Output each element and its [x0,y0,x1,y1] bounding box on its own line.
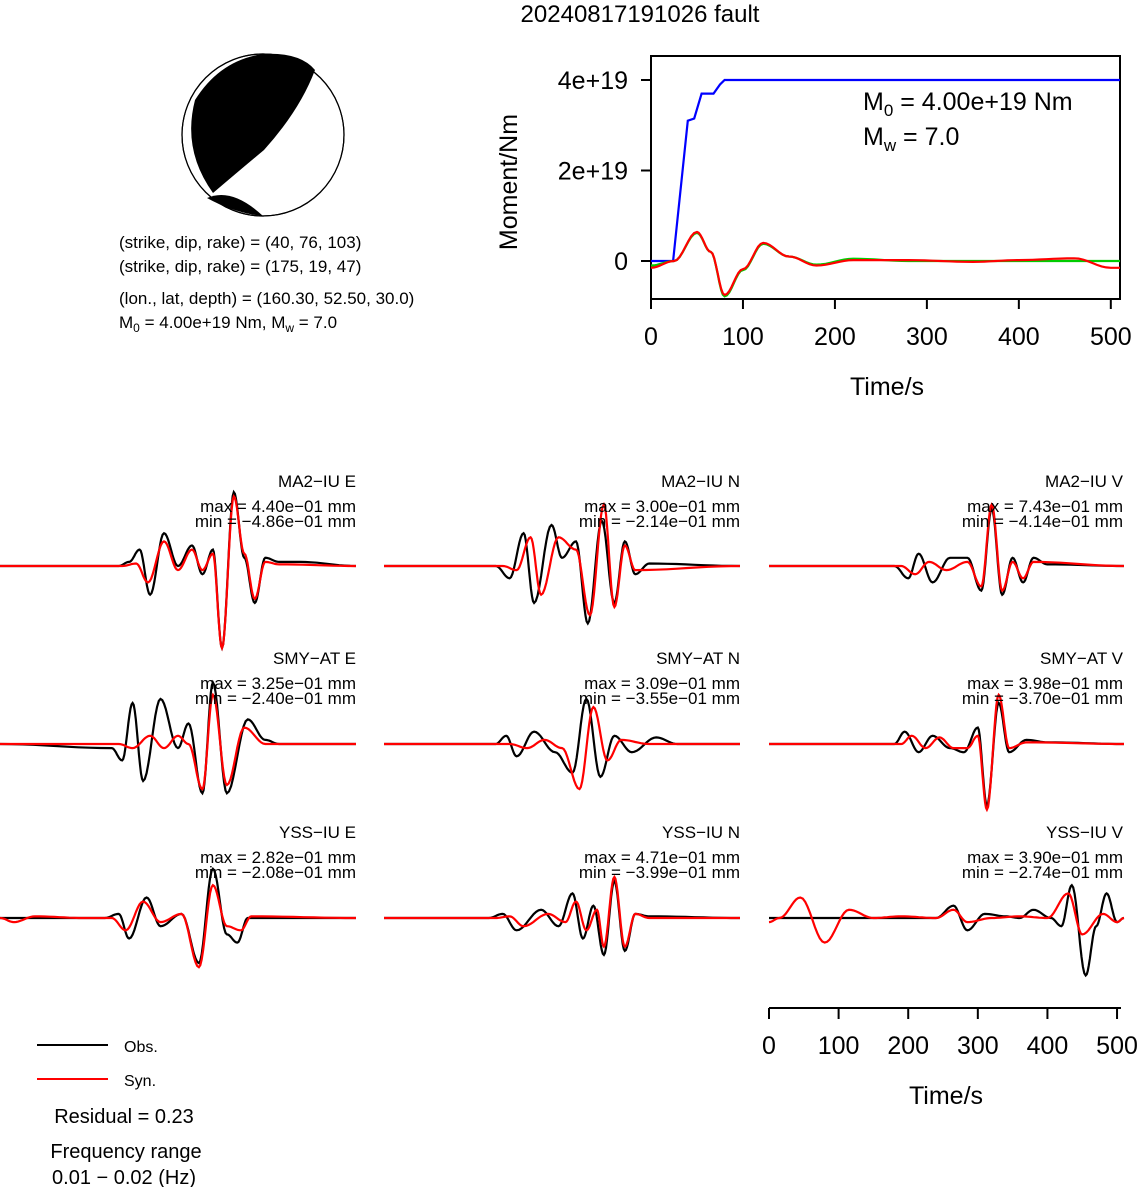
moment-xtick-label: 0 [644,323,658,351]
waveform-xlabel: Time/s [909,1082,983,1110]
moment-ytick-label: 2e+19 [558,158,628,186]
station-label: SMY−AT E [273,649,356,668]
waveform-time-axis: Time/s 0 100 200 300 400 500 [762,1007,1138,1110]
min-amplitude-label: min = −2.14e−01 mm [579,512,740,531]
synthetic-trace [0,493,356,652]
synthetic-trace [384,705,740,791]
max-amplitude-label: max = 7.43e−01 mm [967,497,1123,516]
observed-trace [769,701,1124,809]
moment-ytick-label: 4e+19 [558,67,628,95]
moment-rate-red-curve [650,230,1120,297]
waveform-xtick-label: 300 [957,1032,999,1060]
observed-trace [384,518,741,626]
legend: Obs. Syn. [37,1039,158,1090]
nodal-plane-1: (strike, dip, rake) = (40, 76, 103) [119,233,361,252]
figure-title: 20240817191026 fault [521,1,760,28]
moment-xtick-label: 100 [722,323,764,351]
beachball-compression-quadrant [191,53,315,193]
beachball-group [181,53,345,217]
waveform-xtick-label: 0 [762,1032,776,1060]
waveform-xtick-label: 200 [887,1032,929,1060]
station-label: MA2−IU E [278,472,356,491]
station-label: YSS−IU V [1046,823,1124,842]
mw-annotation: Mw = 7.0 [863,123,959,155]
min-amplitude-label: min = −3.99e−01 mm [579,863,740,882]
frequency-title: Frequency range [50,1141,201,1163]
observed-trace [384,697,740,779]
legend-obs-label: Obs. [124,1039,158,1056]
moment-curves [650,78,1120,298]
min-amplitude-label: min = −2.40e−01 mm [195,689,356,708]
moment-ytick-label: 0 [614,248,628,276]
waveform-xtick-label: 400 [1027,1032,1069,1060]
max-amplitude-label: max = 2.82e−01 mm [200,848,356,867]
min-amplitude-label: min = −4.86e−01 mm [195,512,356,531]
moment-ylabel: Moment/Nm [495,114,523,250]
max-amplitude-label: max = 3.00e−01 mm [584,497,740,516]
synthetic-trace [769,502,1125,593]
moment-panel: Moment/Nm Time/s M0 = 4.00e+19 Nm Mw = 7… [495,55,1132,401]
station-label: SMY−AT N [656,649,740,668]
max-amplitude-label: max = 4.40e−01 mm [200,497,356,516]
station-label: MA2−IU N [661,472,740,491]
synthetic-trace [384,501,741,618]
waveform-xtick-label: 500 [1096,1032,1138,1060]
max-amplitude-label: max = 3.09e−01 mm [584,674,740,693]
legend-syn-label: Syn. [124,1073,156,1090]
min-amplitude-label: min = −4.14e−01 mm [962,512,1123,531]
station-label: YSS−IU N [662,823,740,842]
min-amplitude-label: min = −2.08e−01 mm [195,863,356,882]
moment-curve [651,78,1120,263]
nodal-plane-2: (strike, dip, rake) = (175, 19, 47) [119,257,361,276]
moment-xlabel: Time/s [850,373,924,401]
moment-summary: M0 = 4.00e+19 Nm, Mw = 7.0 [119,313,337,335]
observed-trace [769,883,1125,978]
m0-annotation: M0 = 4.00e+19 Nm [863,88,1073,120]
synthetic-trace [0,692,356,791]
min-amplitude-label: min = −3.70e−01 mm [962,689,1123,708]
synthetic-trace [384,874,740,949]
moment-xtick-label: 400 [998,323,1040,351]
moment-xtick-label: 200 [814,323,856,351]
max-amplitude-label: max = 4.71e−01 mm [584,848,740,867]
frequency-range: 0.01 − 0.02 (Hz) [52,1167,196,1187]
station-label: SMY−AT V [1040,649,1124,668]
moment-xtick-label: 300 [906,323,948,351]
beachball-compression-sliver [207,194,263,216]
moment-plot-frame [650,55,1121,300]
station-label: YSS−IU E [279,823,356,842]
hypocenter-location: (lon., lat, depth) = (160.30, 52.50, 30.… [119,289,414,308]
synthetic-trace [769,692,1124,813]
min-amplitude-label: min = −2.74e−01 mm [962,863,1123,882]
waveform-xtick-label: 100 [818,1032,860,1060]
min-amplitude-label: min = −3.55e−01 mm [579,689,740,708]
max-amplitude-label: max = 3.98e−01 mm [967,674,1123,693]
moment-ticks: 0 100 200 300 400 500 0 2e+19 4e+19 [558,67,1132,351]
synthetic-trace [0,883,356,969]
residual-text: Residual = 0.23 [54,1106,194,1128]
station-label: MA2−IU V [1045,472,1124,491]
synthetic-trace [768,892,1125,944]
moment-xtick-label: 500 [1090,323,1132,351]
max-amplitude-label: max = 3.90e−01 mm [967,848,1123,867]
max-amplitude-label: max = 3.25e−01 mm [200,674,356,693]
beachball-border [181,53,345,217]
